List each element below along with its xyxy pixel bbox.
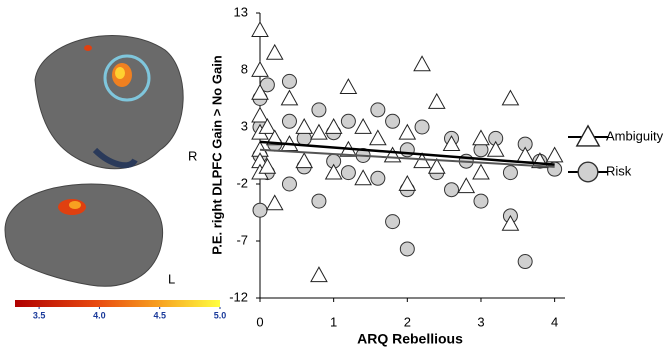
point xyxy=(311,125,327,139)
point xyxy=(458,178,474,192)
point xyxy=(473,130,489,144)
right-label: R xyxy=(188,148,197,163)
point xyxy=(252,62,268,76)
point xyxy=(312,103,326,117)
colorbar-tick-label: 4.0 xyxy=(93,310,106,320)
point xyxy=(473,165,489,179)
x-tick-label: 1 xyxy=(330,314,337,329)
point xyxy=(502,91,518,105)
y-axis-label: P.E. right DLPFC Gain > No Gain xyxy=(209,55,224,255)
point xyxy=(385,148,401,162)
point xyxy=(371,171,385,185)
point xyxy=(282,74,296,88)
y-tick-label: 8 xyxy=(241,61,248,76)
point xyxy=(445,183,459,197)
legend-marker xyxy=(577,126,599,146)
point xyxy=(518,255,532,269)
figure: R L ARQ Rebellious P.E. right DLPFC Gain… xyxy=(0,0,667,350)
x-tick-label: 4 xyxy=(551,314,558,329)
x-tick-label: 2 xyxy=(404,314,411,329)
point xyxy=(415,120,429,134)
point xyxy=(503,166,517,180)
point xyxy=(355,170,371,184)
y-tick-label: -7 xyxy=(236,232,248,247)
y-tick-label: 13 xyxy=(234,4,248,19)
point xyxy=(281,91,297,105)
point xyxy=(340,79,356,93)
point xyxy=(547,148,563,162)
point xyxy=(252,108,268,122)
brain-right xyxy=(35,36,183,169)
x-axis-label: ARQ Rebellious xyxy=(357,331,463,347)
x-tick-label: 0 xyxy=(256,314,263,329)
point xyxy=(311,267,327,281)
colorbar-tick-label: 3.5 xyxy=(33,310,46,320)
point xyxy=(386,114,400,128)
y-tick-label: 3 xyxy=(241,118,248,133)
left-label: L xyxy=(168,271,175,286)
colorbar-tick-label: 5.0 xyxy=(214,310,227,320)
point xyxy=(326,119,342,133)
point xyxy=(296,153,312,167)
point xyxy=(488,142,504,156)
point xyxy=(296,119,312,133)
point xyxy=(341,166,355,180)
point xyxy=(355,119,371,133)
y-tick-label: -12 xyxy=(229,289,248,304)
point xyxy=(517,148,533,162)
point xyxy=(253,203,267,217)
point xyxy=(399,176,415,190)
legend-marker xyxy=(578,162,598,182)
point xyxy=(341,114,355,128)
colorbar xyxy=(15,300,220,307)
legend-label: Ambiguity xyxy=(606,128,664,143)
point xyxy=(399,125,415,139)
point xyxy=(400,242,414,256)
point xyxy=(414,56,430,70)
x-tick-label: 3 xyxy=(477,314,484,329)
point xyxy=(267,45,283,59)
point xyxy=(474,194,488,208)
colorbar-tick-label: 4.5 xyxy=(153,310,166,320)
point xyxy=(282,177,296,191)
y-tick-label: -2 xyxy=(236,175,248,190)
point xyxy=(252,22,268,36)
point xyxy=(386,215,400,229)
point xyxy=(370,130,386,144)
point xyxy=(371,103,385,117)
legend-label: Risk xyxy=(606,163,632,178)
point xyxy=(429,94,445,108)
point xyxy=(326,165,342,179)
point xyxy=(282,114,296,128)
brain-left xyxy=(5,184,163,286)
point xyxy=(267,195,283,209)
point xyxy=(312,194,326,208)
